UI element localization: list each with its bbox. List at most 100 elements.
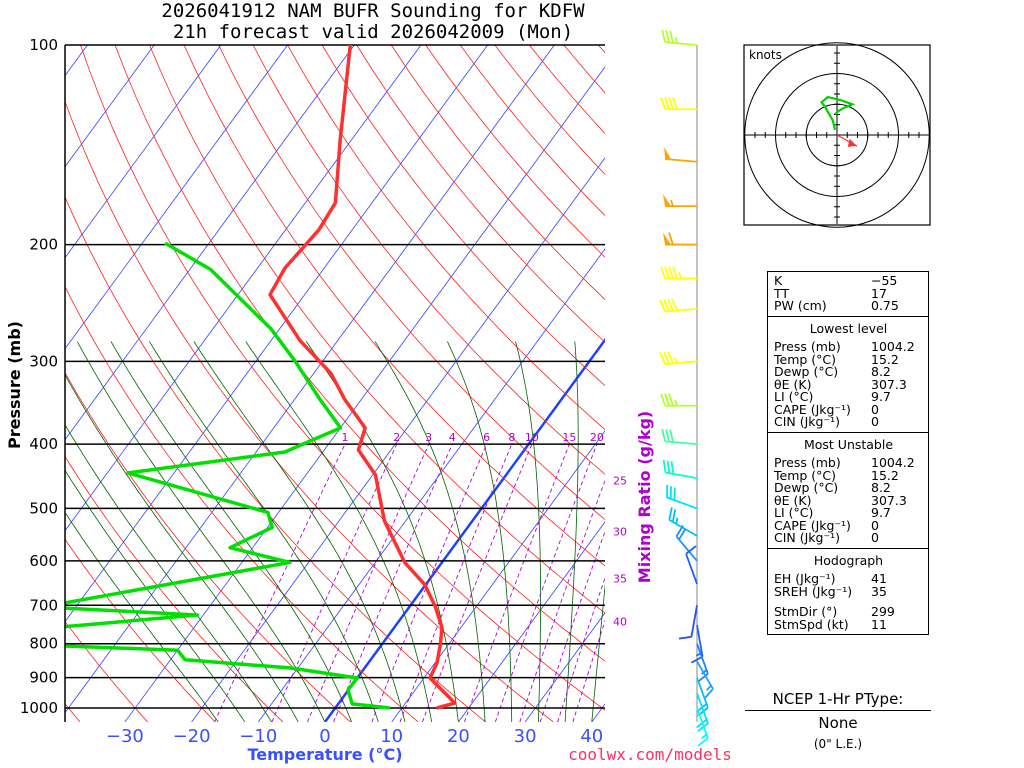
stats-panel: K −55 TT 17 PW (cm) 0.75 Lowest level Press (m… (767, 271, 929, 635)
wind-barb (659, 298, 698, 313)
y-tick-label: 800 (29, 635, 58, 653)
barb-full (661, 29, 666, 43)
wind-barb (685, 545, 698, 585)
wind-barb (668, 507, 698, 537)
wind-barb (660, 393, 697, 407)
stat-value: 0 (871, 517, 879, 533)
y-tick-label: 200 (29, 236, 58, 254)
section-title: Hodograph (813, 552, 884, 568)
x-tick-label: −10 (239, 726, 277, 747)
moist-adiabat (447, 341, 513, 722)
dry-adiabat (65, 538, 216, 722)
mixing-ratio-label: 10 (525, 431, 539, 444)
barb-full (672, 266, 678, 279)
moist-adiabat (149, 341, 379, 722)
barb-flag (663, 194, 671, 207)
hodograph-units-label: knots (749, 48, 782, 62)
moist-adiabat (193, 341, 406, 722)
barb-full (667, 351, 674, 364)
barb-full (703, 688, 714, 699)
barb-full (685, 545, 697, 555)
y-tick-label: 300 (29, 352, 58, 370)
y-tick-label: 900 (29, 669, 58, 687)
stat-label: LI (°C) (774, 505, 814, 520)
sounding-traces (65, 45, 457, 710)
stat-row: LI (°C) 9.7 (774, 505, 923, 520)
temperature-trace (268, 45, 457, 710)
stat-row: TT 17 (774, 287, 923, 301)
x-tick-label: −30 (106, 726, 144, 747)
mixing-ratio-label: 20 (590, 431, 604, 444)
barb-full (670, 461, 675, 475)
mixing-ratio-line (464, 444, 570, 722)
stat-label: K (774, 273, 783, 288)
lowest-level-section: Lowest level Press (mb) 1004.2 Temp (°C) 15.… (768, 315, 928, 432)
barb-half (701, 733, 708, 739)
barb-staff (696, 707, 709, 739)
stat-row: EH (Jkg⁻¹) 41 (774, 572, 923, 586)
indices-section: K −55 TT 17 PW (cm) 0.75 (768, 272, 928, 316)
moist-adiabat (65, 469, 246, 722)
barb-staff (696, 660, 714, 690)
wind-barb (662, 459, 698, 479)
mixing-ratio-label: 1 (341, 431, 348, 444)
hodograph-ring (744, 42, 930, 228)
barb-full (662, 459, 667, 473)
mixing-ratio-label: 2 (393, 431, 400, 444)
stat-value: 307.3 (871, 492, 907, 508)
moist-adiabat (515, 341, 542, 722)
storm-motion-arrowhead (847, 138, 857, 147)
barb-full (668, 232, 674, 245)
stat-value: 8.2 (871, 480, 891, 495)
stat-row: StmDir (°) 299 (774, 604, 923, 619)
barb-full (665, 30, 670, 43)
wind-barb (675, 525, 698, 562)
mixing-ratio-label: 30 (613, 526, 627, 539)
barb-flag (663, 232, 671, 245)
barb-staff (675, 535, 698, 562)
isotherm (65, 45, 155, 168)
barb-full (659, 352, 666, 365)
barb-full (659, 299, 666, 312)
moist-adiabat (76, 341, 326, 722)
moist-adiabat (65, 373, 299, 722)
stat-row: K −55 (774, 273, 923, 288)
stat-value: 15.2 (871, 467, 899, 483)
wind-barb (696, 660, 714, 699)
barb-full (666, 460, 671, 474)
barb-full (675, 525, 684, 537)
stat-value: 1004.2 (871, 339, 915, 354)
barb-full (668, 266, 674, 279)
chart-title-line1: 2026041912 NAM BUFR Sounding for KDFW (161, 0, 585, 22)
stat-label: CIN (Jkg⁻¹) (774, 530, 840, 545)
stat-row: Dewp (°C) 8.2 (774, 480, 923, 495)
isotherm (65, 45, 555, 714)
stat-label: StmDir (°) (774, 604, 838, 619)
isotherm (391, 430, 605, 722)
x-tick-label: 20 (447, 726, 470, 747)
dry-adiabat (183, 45, 605, 567)
barb-staff (685, 553, 698, 585)
isotherm (323, 337, 605, 722)
stat-row: θE (K) 307.3 (774, 378, 923, 392)
mixing-ratio-line (421, 444, 533, 722)
isotherm (458, 521, 605, 722)
barb-staff (665, 360, 698, 366)
barb-full (664, 393, 670, 407)
barb-full (667, 298, 674, 312)
barb-full (663, 299, 670, 312)
barb-staff (696, 643, 709, 675)
barb-half (673, 356, 678, 364)
dry-adiabat (65, 620, 148, 722)
stat-row: Press (mb) 1004.2 (774, 339, 923, 354)
barb-staff (665, 471, 698, 479)
y-tick-label: 400 (29, 435, 58, 453)
moist-adiabat (374, 341, 486, 722)
stat-label: SREH (Jkg⁻¹) (774, 583, 853, 599)
mixing-ratio-line (371, 444, 488, 722)
stat-value: 299 (871, 604, 895, 619)
ptype-panel: NCEP 1-Hr PType: None (0" L.E.) (745, 690, 931, 751)
dry-adiabat (65, 100, 554, 722)
dry-adiabat (80, 45, 605, 711)
